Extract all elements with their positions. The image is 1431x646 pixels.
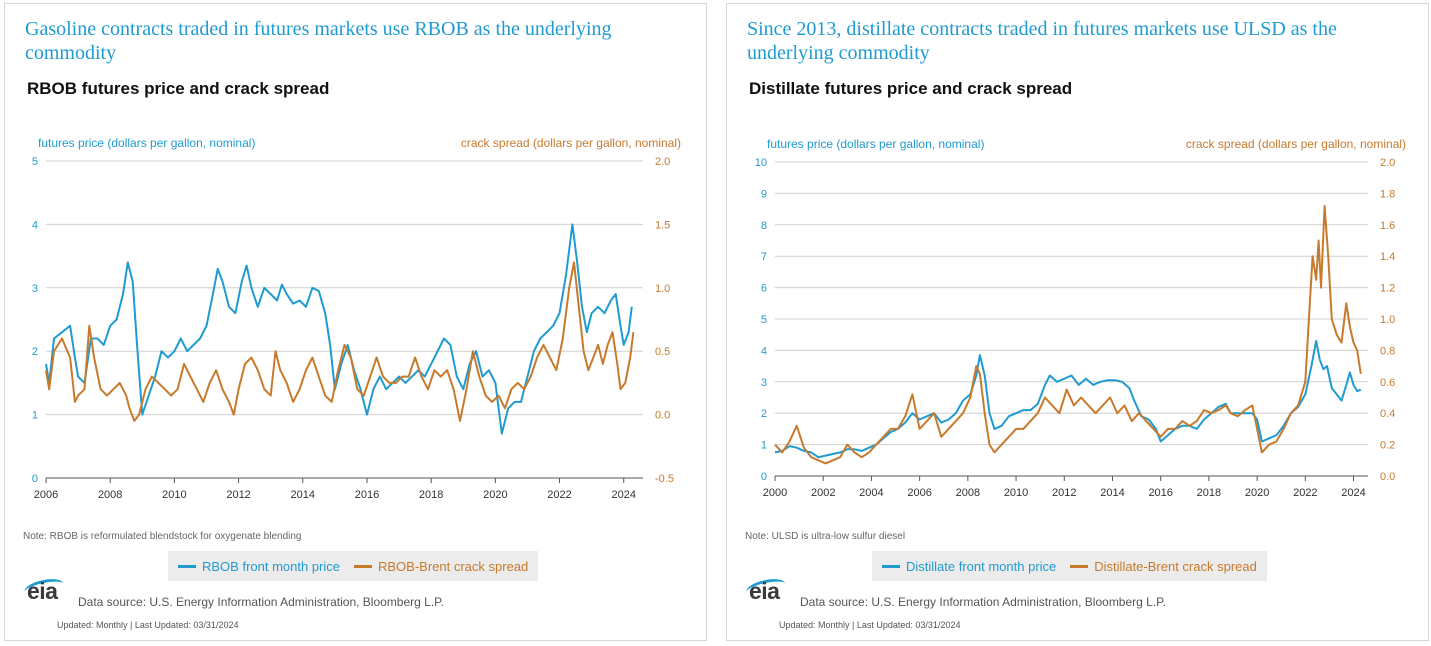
x-tick-label: 2022 — [547, 489, 571, 501]
legend-item-crack[interactable]: RBOB-Brent crack spread — [354, 559, 528, 574]
chart-title: RBOB futures price and crack spread — [27, 79, 330, 98]
y-right-tick-label: 0.0 — [655, 410, 670, 422]
chart-note: Note: RBOB is reformulated blendstock fo… — [23, 531, 302, 542]
x-tick-label: 2016 — [355, 489, 379, 501]
y-right-tick-label: 1.0 — [655, 283, 670, 295]
y-left-tick-label: 1 — [761, 440, 767, 452]
x-tick-label: 2020 — [1245, 487, 1269, 499]
x-tick-label: 2006 — [907, 487, 931, 499]
legend: RBOB front month price RBOB-Brent crack … — [168, 551, 539, 581]
x-tick-label: 2012 — [1052, 487, 1076, 499]
y-right-tick-label: 1.8 — [1380, 188, 1395, 200]
x-tick-label: 2020 — [483, 489, 507, 501]
x-tick-label: 2010 — [1004, 487, 1028, 499]
y-left-tick-label: 10 — [755, 157, 767, 169]
data-source: Data source: U.S. Energy Information Adm… — [800, 595, 1166, 609]
y-right-tick-label: 1.5 — [655, 219, 670, 231]
x-tick-label: 2004 — [859, 487, 883, 499]
x-tick-label: 2018 — [1197, 487, 1221, 499]
x-tick-label: 2016 — [1148, 487, 1172, 499]
y-right-tick-label: 0.4 — [1380, 408, 1395, 420]
chart-note: Note: ULSD is ultra-low sulfur diesel — [745, 531, 906, 542]
legend-item-price[interactable]: RBOB front month price — [178, 559, 340, 574]
legend-label-price: Distillate front month price — [906, 558, 1057, 574]
legend-swatch-crack — [354, 564, 372, 568]
x-tick-label: 2008 — [956, 487, 980, 499]
legend-item-crack[interactable]: Distillate-Brent crack spread — [1070, 559, 1257, 574]
chart-panel-rbob: Gasoline contracts traded in futures mar… — [4, 3, 707, 641]
y-right-tick-label: 1.6 — [1380, 220, 1395, 232]
legend-swatch-crack — [1070, 564, 1089, 568]
left-axis-label: futures price (dollars per gallon, nomin… — [767, 137, 984, 151]
headline: Since 2013, distillate contracts traded … — [747, 18, 1337, 64]
left-axis-label: futures price (dollars per gallon, nomin… — [38, 136, 255, 150]
x-tick-label: 2024 — [611, 489, 635, 501]
right-axis-label: crack spread (dollars per gallon, nomina… — [1186, 137, 1406, 151]
x-tick-label: 2008 — [98, 489, 122, 501]
headline: Gasoline contracts traded in futures mar… — [25, 18, 612, 64]
legend-label-price: RBOB front month price — [202, 558, 340, 574]
y-left-tick-label: 8 — [761, 220, 767, 232]
chart-title: Distillate futures price and crack sprea… — [749, 79, 1073, 98]
y-left-tick-label: 5 — [761, 314, 767, 326]
y-left-tick-label: 4 — [761, 345, 767, 357]
y-right-tick-label: -0.5 — [655, 473, 674, 485]
y-left-tick-label: 2 — [32, 346, 38, 358]
legend-item-price[interactable]: Distillate front month price — [882, 559, 1056, 574]
y-left-tick-label: 0 — [32, 473, 38, 485]
y-left-tick-label: 0 — [761, 471, 767, 483]
x-tick-label: 2002 — [811, 487, 835, 499]
y-right-tick-label: 0.2 — [1380, 440, 1395, 452]
y-right-tick-label: 0.8 — [1380, 345, 1395, 357]
legend-label-crack: Distillate-Brent crack spread — [1094, 558, 1257, 574]
y-right-tick-label: 0.6 — [1380, 377, 1395, 389]
series-line-price — [45, 223, 633, 435]
chart-plot-rbob: futures price (dollars per gallon, nomin… — [32, 136, 681, 501]
x-tick-label: 2000 — [763, 487, 787, 499]
y-left-tick-label: 3 — [32, 283, 38, 295]
x-tick-label: 2010 — [162, 489, 186, 501]
x-tick-label: 2012 — [226, 489, 250, 501]
chart-panel-distillate: Since 2013, distillate contracts traded … — [726, 3, 1429, 641]
chart-plot-distillate: futures price (dollars per gallon, nomin… — [755, 137, 1406, 499]
data-source: Data source: U.S. Energy Information Adm… — [78, 595, 444, 609]
x-tick-label: 2014 — [291, 489, 315, 501]
x-tick-label: 2018 — [419, 489, 443, 501]
y-right-tick-label: 2.0 — [655, 156, 670, 168]
updated-text: Updated: Monthly | Last Updated: 03/31/2… — [57, 620, 239, 630]
y-right-tick-label: 0.0 — [1380, 471, 1395, 483]
eia-logo: eia — [27, 578, 58, 604]
y-left-tick-label: 3 — [761, 377, 767, 389]
series-line-price — [774, 340, 1362, 459]
y-left-tick-label: 5 — [32, 156, 38, 168]
y-right-tick-label: 2.0 — [1380, 157, 1395, 169]
y-right-tick-label: 0.5 — [655, 346, 670, 358]
x-tick-label: 2014 — [1100, 487, 1124, 499]
y-left-tick-label: 9 — [761, 188, 767, 200]
y-left-tick-label: 7 — [761, 251, 767, 263]
series-line-crack — [774, 205, 1362, 465]
y-left-tick-label: 2 — [761, 408, 767, 420]
x-tick-label: 2024 — [1341, 487, 1365, 499]
legend: Distillate front month price Distillate-… — [872, 551, 1267, 581]
eia-logo: eia — [749, 578, 780, 604]
y-left-tick-label: 4 — [32, 219, 38, 231]
right-axis-label: crack spread (dollars per gallon, nomina… — [461, 136, 681, 150]
y-left-tick-label: 6 — [761, 283, 767, 295]
y-right-tick-label: 1.4 — [1380, 251, 1395, 263]
updated-text: Updated: Monthly | Last Updated: 03/31/2… — [779, 620, 961, 630]
x-tick-label: 2006 — [34, 489, 58, 501]
y-right-tick-label: 1.0 — [1380, 314, 1395, 326]
y-left-tick-label: 1 — [32, 410, 38, 422]
legend-swatch-price — [178, 564, 196, 568]
series-line-crack — [45, 261, 635, 422]
x-tick-label: 2022 — [1293, 487, 1317, 499]
legend-label-crack: RBOB-Brent crack spread — [378, 558, 529, 574]
legend-swatch-price — [882, 564, 900, 568]
y-right-tick-label: 1.2 — [1380, 283, 1395, 295]
